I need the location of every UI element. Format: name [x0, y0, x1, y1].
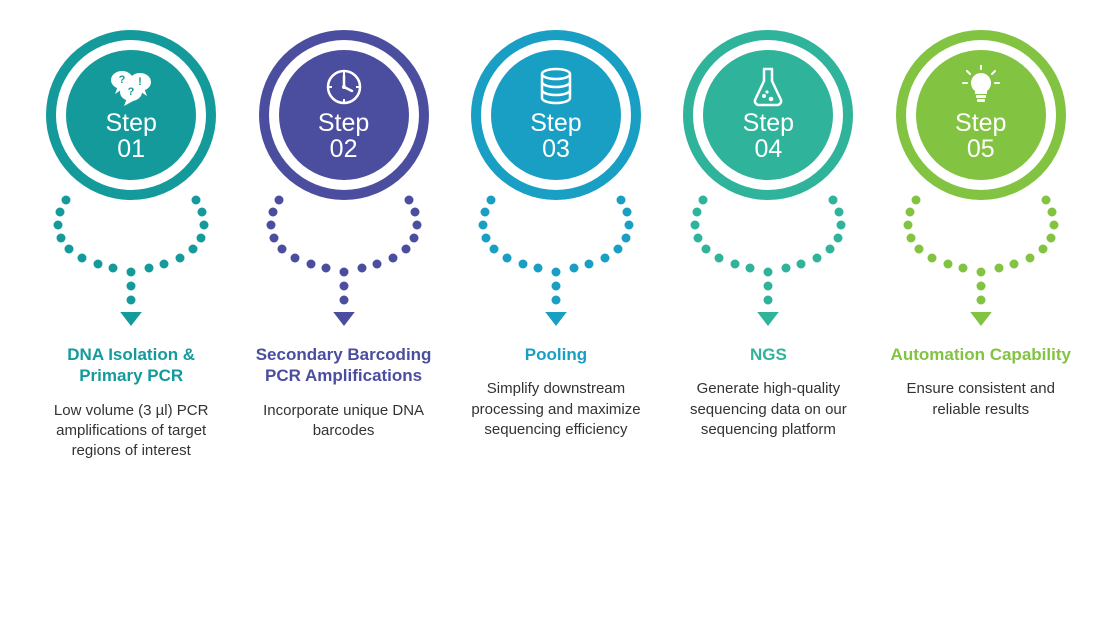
svg-text:?: ?	[128, 86, 135, 98]
step-number: 01	[117, 136, 145, 164]
step-02: Step 02 Secondary Barcoding PCR Amplific…	[244, 30, 444, 461]
step-circle: ? ! ? Step 01	[46, 30, 216, 200]
svg-text:!: !	[138, 76, 142, 88]
database-icon	[538, 67, 574, 107]
step-description: Generate high-quality sequencing data on…	[672, 379, 864, 440]
step-text: DNA Isolation & Primary PCR Low volume (…	[31, 344, 231, 461]
step-title: Pooling	[460, 344, 652, 365]
step-description: Simplify downstream processing and maxim…	[460, 379, 652, 440]
step-description: Incorporate unique DNA barcodes	[248, 401, 440, 442]
step-description: Low volume (3 µl) PCR amplifications of …	[35, 401, 227, 462]
clock-icon	[324, 67, 364, 107]
svg-text:?: ?	[119, 74, 126, 86]
step-circle: Step 04	[683, 30, 853, 200]
step-03: Step 03 Pooling Simplify downstream proc…	[456, 30, 656, 461]
step-text: Secondary Barcoding PCR Amplifications I…	[244, 344, 444, 441]
step-title: Automation Capability	[885, 344, 1077, 365]
step-number: 02	[330, 136, 358, 164]
step-number: 04	[754, 136, 782, 164]
step-label: Step	[105, 111, 156, 136]
step-label: Step	[955, 111, 1006, 136]
step-05: Step 05 Automation Capability Ensure con…	[881, 30, 1081, 461]
step-text: Automation Capability Ensure consistent …	[881, 344, 1081, 420]
step-text: Pooling Simplify downstream processing a…	[456, 344, 656, 440]
step-title: DNA Isolation & Primary PCR	[35, 344, 227, 387]
step-01: ? ! ? Step 01 DNA Isolation & Primary PC…	[31, 30, 231, 461]
step-circle: Step 02	[259, 30, 429, 200]
step-number: 03	[542, 136, 570, 164]
step-label: Step	[530, 111, 581, 136]
step-text: NGS Generate high-quality sequencing dat…	[668, 344, 868, 440]
step-04: Step 04 NGS Generate high-quality sequen…	[668, 30, 868, 461]
step-number: 05	[967, 136, 995, 164]
speech-bubbles-icon: ? ! ?	[109, 67, 153, 107]
process-steps-infographic: ? ! ? Step 01 DNA Isolation & Primary PC…	[0, 0, 1112, 461]
flask-icon	[751, 67, 785, 107]
lightbulb-icon	[961, 67, 1001, 107]
step-label: Step	[743, 111, 794, 136]
step-circle: Step 05	[896, 30, 1066, 200]
step-label: Step	[318, 111, 369, 136]
step-circle: Step 03	[471, 30, 641, 200]
step-title: Secondary Barcoding PCR Amplifications	[248, 344, 440, 387]
step-description: Ensure consistent and reliable results	[885, 379, 1077, 420]
step-title: NGS	[672, 344, 864, 365]
